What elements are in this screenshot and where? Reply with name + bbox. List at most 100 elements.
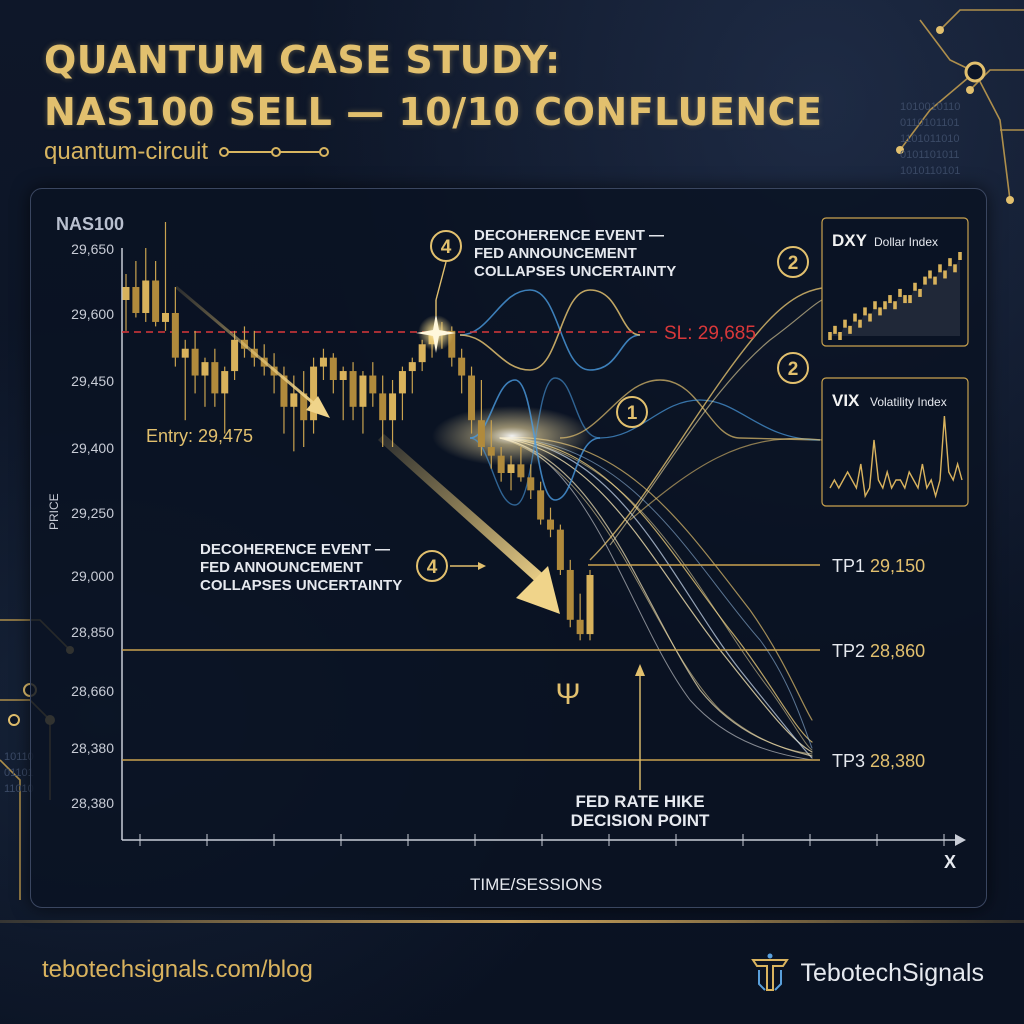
marker-2-bottom: 2: [777, 352, 809, 384]
tebotech-logo-icon: [750, 953, 789, 991]
dxy-candle: [923, 276, 927, 285]
dxy-candle: [893, 301, 897, 310]
vix-line: [829, 415, 963, 499]
probability-glow: [432, 406, 592, 466]
decoherence-top-line: DECOHERENCE EVENT —: [474, 227, 664, 244]
dxy-candle: [838, 332, 842, 340]
dxy-candle: [848, 325, 852, 334]
brand-name: TebotechSignals: [800, 958, 984, 987]
page-title: QUANTUM CASE STUDY: NAS100 SELL — 10/10 …: [44, 34, 823, 138]
decoherence-top-line: COLLAPSES UNCERTAINTY: [474, 263, 676, 280]
y-tick-label: 29,650: [71, 241, 114, 257]
dxy-candle: [903, 295, 907, 304]
dxy-candle: [888, 295, 892, 304]
decoherence-left-line: FED ANNOUNCEMENT: [200, 559, 363, 576]
dxy-candle: [873, 301, 877, 310]
candle-body: [369, 375, 377, 394]
candle-body: [310, 366, 318, 421]
candle-body: [181, 348, 189, 358]
candle-body: [221, 371, 229, 394]
y-tick-label: 29,400: [71, 440, 114, 456]
candle-body: [171, 313, 179, 358]
decoherence-flare-icon: [416, 300, 456, 353]
candle-body: [458, 357, 466, 376]
x-axis-arrowhead: [955, 834, 966, 846]
marker-4-left-circle: [416, 550, 448, 582]
footer-divider: [0, 920, 1024, 923]
decoherence-left-line: DECOHERENCE EVENT —: [200, 541, 390, 558]
y-tick-label: 29,250: [71, 505, 114, 521]
subtitle: quantum-circuit: [44, 138, 209, 165]
marker-4-left-number: 4: [427, 557, 438, 578]
dxy-candle: [833, 325, 837, 334]
candle-body: [566, 569, 574, 620]
candle-body: [339, 371, 347, 380]
decoherence-annotation-top: 4 DECOHERENCE EVENT — FED ANNOUNCEMENT C…: [430, 227, 676, 301]
y-tick-label: 28,380: [71, 795, 114, 811]
candle-body: [576, 619, 584, 635]
dxy-candle: [918, 288, 922, 297]
svg-text:0110101101: 0110101101: [900, 117, 960, 129]
candle-body: [586, 575, 594, 635]
svg-text:11010: 11010: [4, 783, 34, 795]
chart-symbol: NAS100: [56, 214, 124, 234]
candle-body: [487, 447, 495, 456]
vix-name: Volatility Index: [870, 395, 947, 409]
candle-body: [418, 344, 426, 363]
y-tick-label: 28,380: [71, 740, 114, 756]
candle-body: [142, 280, 150, 313]
candle-body: [319, 357, 327, 367]
svg-text:1101011010: 1101011010: [900, 133, 960, 145]
dxy-candle: [953, 264, 957, 273]
title-line-2: NAS100 SELL — 10/10 CONFLUENCE: [44, 90, 823, 134]
dxy-candle: [858, 319, 862, 328]
svg-text:0101101011: 0101101011: [900, 149, 960, 161]
candle-body: [211, 362, 219, 394]
dxy-symbol: DXY: [832, 231, 868, 250]
tp2-value: 28,860: [870, 641, 925, 661]
candle-body: [201, 362, 209, 376]
tp2-label: TP2 28,860: [832, 641, 925, 661]
decoherence-annotation-left: DECOHERENCE EVENT — FED ANNOUNCEMENT COL…: [200, 541, 486, 594]
dxy-candle: [938, 264, 942, 273]
subtitle-row: quantum-circuit: [44, 138, 336, 166]
x-axis-ticks: [139, 834, 945, 846]
dxy-candle: [878, 307, 882, 316]
dxy-candle: [863, 307, 867, 316]
candle-body: [408, 362, 416, 372]
marker-1-number: 1: [627, 403, 638, 424]
y-tick-labels: 29,650 29,600 29,450 29,400 29,250 29,00…: [71, 241, 114, 811]
y-tick-label: 29,450: [71, 373, 114, 389]
x-axis-end-label: X: [944, 852, 956, 872]
brand-logo: TebotechSignals: [747, 950, 984, 996]
y-tick-label: 28,660: [71, 683, 114, 699]
blog-link[interactable]: tebotechsignals.com/blog: [42, 956, 313, 983]
candle-body: [398, 371, 406, 394]
marker-2-top: 2: [777, 246, 809, 278]
svg-text:1010110101: 1010110101: [900, 165, 960, 177]
marker-4-top-number: 4: [441, 237, 452, 258]
fed-decision-line: FED RATE HIKE: [575, 792, 704, 811]
tp1-label: TP1 29,150: [832, 556, 925, 576]
candle-body: [497, 455, 505, 473]
dxy-candle: [948, 258, 952, 267]
candle-body: [191, 348, 199, 376]
candle-body: [389, 393, 397, 421]
candle-body: [122, 287, 130, 300]
fed-decision-line: DECISION POINT: [571, 811, 710, 830]
candle-body: [132, 287, 140, 313]
candle-body: [349, 371, 357, 407]
svg-text:10110: 10110: [4, 751, 34, 763]
dxy-candle: [958, 252, 962, 260]
marker-2-top-number: 2: [788, 253, 799, 274]
dxy-candle: [853, 313, 857, 322]
dxy-candle: [928, 270, 932, 279]
y-tick-label: 28,850: [71, 624, 114, 640]
dxy-candle: [933, 276, 937, 285]
candle-body: [290, 393, 298, 407]
vix-symbol: VIX: [832, 391, 860, 410]
title-line-1: QUANTUM CASE STUDY:: [44, 38, 561, 82]
candle-body: [152, 280, 160, 322]
y-tick-label: 29,000: [71, 568, 114, 584]
